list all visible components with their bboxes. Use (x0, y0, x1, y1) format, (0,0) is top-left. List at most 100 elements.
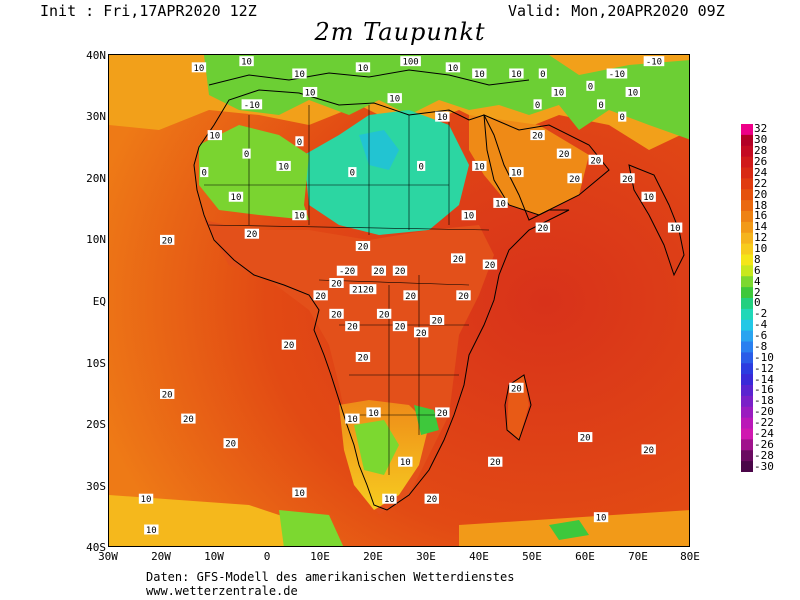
lon-label: 30W (98, 550, 118, 563)
valid-time: Valid: Mon,20APR2020 09Z (508, 2, 725, 20)
init-time: Init : Fri,17APR2020 12Z (40, 2, 257, 20)
contour-label: 20 (246, 230, 257, 240)
contour-label-bg (392, 265, 408, 276)
contour-label: 100 (402, 58, 418, 68)
lat-label: 30S (86, 480, 106, 493)
contour-label: 20 (643, 446, 654, 456)
contour-label: 10 (627, 88, 638, 98)
contour-label: 20 (532, 132, 543, 142)
contour-label: -10 (609, 70, 625, 80)
color-scale-swatch (741, 385, 753, 397)
color-scale-label: -4 (754, 318, 768, 332)
color-scale-label: 16 (754, 209, 768, 223)
contour-label-bg (371, 265, 387, 276)
contour-label-bg (556, 148, 572, 159)
contour-label-bg (429, 314, 445, 325)
lat-label: 20S (86, 418, 106, 431)
contour-label-bg (509, 68, 524, 79)
contour-label: 20 (347, 323, 358, 333)
contour-label: 20 (395, 267, 406, 277)
contour-label-bg (295, 136, 304, 147)
lon-label: 70E (628, 550, 648, 563)
contour-label-bg (348, 167, 357, 178)
color-scale-swatch (741, 167, 753, 179)
color-scale-label: 32 (754, 122, 768, 136)
contour-label: 10 (294, 70, 305, 80)
south-indian-green (549, 520, 589, 540)
contour-label: 10 (241, 58, 252, 68)
website-link[interactable]: www.wetterzentrale.de (146, 584, 298, 598)
west-sahel-green (199, 125, 309, 220)
contour-label: 20 (283, 341, 294, 351)
contour-label: 20 (580, 434, 591, 444)
contour-label: 10 (358, 64, 369, 74)
color-scale-swatch (741, 232, 753, 245)
lon-label: 60E (575, 550, 595, 563)
color-scale-label: -16 (754, 383, 774, 397)
contour-label: 10 (294, 212, 305, 222)
contour-label-bg (596, 99, 606, 110)
lat-label: 10N (86, 233, 106, 246)
color-scale-label: -2 (754, 307, 768, 321)
contour-label-bg (472, 160, 487, 171)
contour-label: 0 (620, 113, 625, 123)
contour-label-bg (228, 191, 244, 202)
contour-label-bg (144, 524, 159, 535)
contour-label-bg (643, 56, 665, 67)
contour-label-bg (577, 432, 593, 443)
contour-label: 0 (244, 150, 249, 160)
contour-label: 0 (418, 162, 423, 172)
color-scale-label: 22 (754, 176, 768, 190)
contour-label: 10 (368, 409, 379, 419)
contour-label: 20 (358, 353, 369, 363)
contour-label: 20 (405, 292, 416, 302)
color-scale-label: -18 (754, 394, 774, 408)
color-scale-swatch (741, 450, 753, 462)
contour-label-bg (349, 284, 377, 295)
lon-label: 10W (204, 550, 224, 563)
contour-label: 10 (294, 489, 305, 499)
contour-label-bg (138, 493, 154, 504)
data-source: Daten: GFS-Modell des amerikanischen Wet… (146, 570, 515, 584)
contour-label: 10 (447, 64, 458, 74)
color-scale-swatch (741, 363, 753, 375)
color-scale-label: 20 (754, 187, 768, 201)
contour-label: -10 (646, 58, 662, 68)
contour-label-bg (292, 68, 307, 79)
contour-label: 10 (347, 415, 358, 425)
contour-label-bg (538, 68, 547, 79)
contour-label: 10 (670, 224, 681, 234)
contour-label-bg (355, 351, 371, 362)
contour-label-bg (551, 86, 566, 97)
contour-label: 10 (474, 70, 485, 80)
contour-label-bg (244, 228, 260, 239)
india-coastline (628, 164, 685, 277)
color-scale-swatch (741, 276, 753, 288)
lat-label: 20N (86, 172, 106, 185)
contour-label-bg (641, 191, 656, 202)
contour-label-bg (345, 321, 360, 332)
color-scale-swatch (741, 428, 753, 440)
color-scale-label: 2 (754, 285, 761, 299)
color-scale-label: 30 (754, 133, 768, 147)
contour-label-bg (667, 222, 683, 233)
contour-label-bg (292, 210, 307, 221)
contour-label-bg (160, 234, 175, 245)
lon-label: 10E (310, 550, 330, 563)
contour-label: 10 (400, 458, 411, 468)
color-scale-swatch (741, 341, 753, 353)
dewpoint-map: 10 10 10 10 100 10 10 10 0 -10 -10 0 10 -10 10 10 0 10 0 0 1… (108, 54, 690, 547)
contour-label: -20 (339, 267, 355, 277)
europe-coastline (208, 69, 530, 86)
contour-label: 2120 (352, 286, 374, 296)
contour-label-bg (292, 487, 307, 498)
color-scale-swatch (741, 178, 753, 190)
contour-label-bg (403, 290, 418, 301)
arabia-zone (469, 115, 589, 215)
contour-label: 10 (495, 199, 506, 209)
contour-label: 20 (537, 224, 548, 234)
color-scale-swatch (741, 417, 753, 429)
contour-label-bg (387, 93, 402, 104)
contour-label: 0 (350, 169, 355, 179)
